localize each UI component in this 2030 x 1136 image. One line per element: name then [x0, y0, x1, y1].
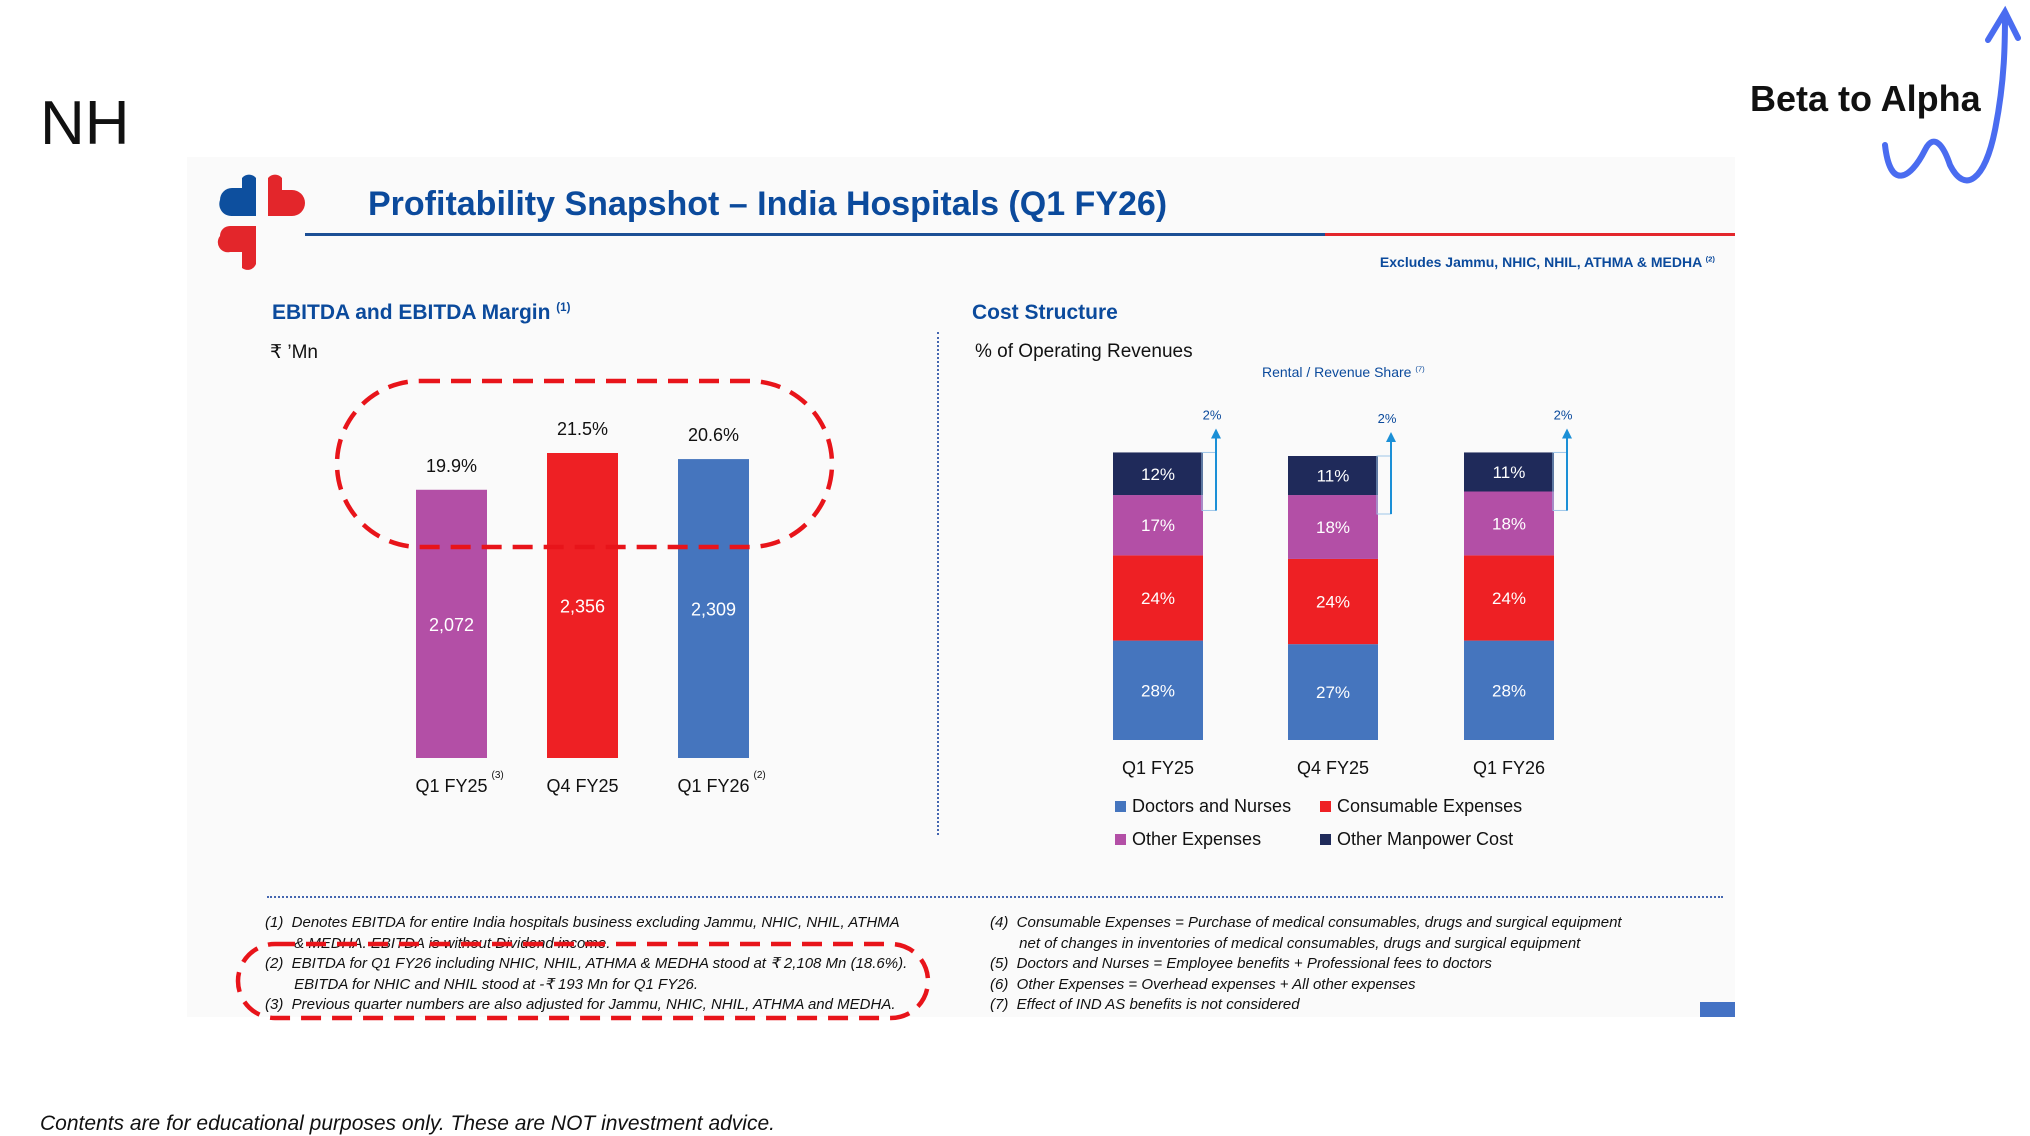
legend-item: Other Expenses [1115, 829, 1320, 850]
ebitda-category-label: Q1 FY25 [415, 776, 487, 796]
ebitda-margin-label: 20.6% [688, 425, 739, 445]
cost-segment-label: 28% [1492, 681, 1526, 700]
cost-segment [1113, 495, 1203, 556]
legend-swatch [1115, 801, 1126, 812]
rental-share-bracket [1552, 451, 1568, 511]
cost-segment [1464, 640, 1554, 740]
ebitda-heading-sup: (1) [556, 302, 571, 314]
cost-segment-label: 24% [1141, 589, 1175, 608]
rental-share-bracket [1376, 455, 1392, 515]
footnotes-left: (1) Denotes EBITDA for entire India hosp… [265, 913, 907, 1016]
section-divider [937, 332, 939, 835]
legend-label: Other Expenses [1132, 829, 1262, 849]
ebitda-heading-text: EBITDA and EBITDA Margin [272, 301, 551, 324]
ebitda-margin-label: 21.5% [557, 419, 608, 439]
ebitda-category-sup: (3) [492, 770, 504, 781]
cost-segment-label: 11% [1493, 463, 1526, 482]
excludes-sup: (2) [1705, 254, 1715, 264]
cost-segment [1113, 555, 1203, 641]
legend-label: Other Manpower Cost [1337, 829, 1514, 849]
legend-swatch [1320, 834, 1331, 845]
cost-category-label: Q1 FY26 [1473, 758, 1545, 778]
cost-heading: Cost Structure [972, 301, 1118, 324]
slide-corner-marker [1700, 1002, 1735, 1017]
cost-segment-label: 27% [1316, 683, 1350, 702]
cost-category-label: Q1 FY25 [1122, 758, 1194, 778]
legend-item: Other Manpower Cost [1320, 829, 1540, 850]
cost-segment [1464, 491, 1554, 556]
brand-label: NH [40, 89, 130, 158]
cost-segment-label: 11% [1317, 467, 1350, 486]
cost-segment [1464, 452, 1554, 492]
ebitda-value-label: 2,072 [429, 615, 474, 635]
cost-segment [1288, 644, 1378, 740]
disclaimer: Contents are for educational purposes on… [40, 1112, 775, 1135]
cost-segment-label: 18% [1316, 518, 1350, 537]
rental-share-label: 2% [1554, 407, 1573, 422]
footnote-4: (4) Consumable Expenses = Purchase of me… [990, 914, 1622, 952]
cost-segment-label: 24% [1316, 593, 1350, 612]
cost-category-label: Q4 FY25 [1297, 758, 1369, 778]
excludes-text: Excludes Jammu, NHIC, NHIL, ATHMA & MEDH… [1379, 254, 1702, 270]
ebitda-category-sup: (2) [754, 770, 766, 781]
cost-segment [1464, 555, 1554, 641]
rental-share-label: 2% [1203, 407, 1222, 422]
ebitda-category-label: Q4 FY25 [546, 776, 618, 796]
cost-segment [1113, 640, 1203, 740]
rental-label: Rental / Revenue Share (7) [1262, 364, 1425, 380]
cost-segment-label: 12% [1141, 465, 1175, 484]
cost-segment [1288, 495, 1378, 559]
ebitda-margin-label: 19.9% [426, 456, 477, 476]
footnote-divider [267, 896, 1723, 898]
excludes-note: Excludes Jammu, NHIC, NHIL, ATHMA & MEDH… [1380, 254, 1715, 270]
footnote-1: (1) Denotes EBITDA for entire India hosp… [265, 914, 900, 952]
cost-segment-label: 28% [1141, 681, 1175, 700]
cost-segment-label: 24% [1492, 589, 1526, 608]
rental-share-bracket [1201, 451, 1217, 511]
legend-swatch [1115, 834, 1126, 845]
slide-title: Profitability Snapshot – India Hospitals… [368, 185, 1168, 223]
legend-label: Doctors and Nurses [1132, 796, 1292, 816]
cost-segment-label: 17% [1141, 516, 1175, 535]
rental-label-text: Rental / Revenue Share [1262, 364, 1412, 380]
ebitda-value-label: 2,309 [691, 600, 736, 620]
legend-swatch [1320, 801, 1331, 812]
rental-share-label: 2% [1378, 411, 1397, 426]
cost-segment [1288, 456, 1378, 496]
ebitda-category-label: Q1 FY26 [677, 776, 749, 796]
rental-sup: (7) [1415, 364, 1425, 374]
legend: Doctors and Nurses Consumable Expenses Oth… [1115, 796, 1540, 850]
cost-segment [1288, 558, 1378, 645]
legend-item: Consumable Expenses [1320, 796, 1540, 817]
title-underline [305, 233, 1325, 236]
footnote-2: (2) EBITDA for Q1 FY26 including NHIC, N… [265, 955, 908, 993]
title-underline-accent [1325, 233, 1735, 236]
ebitda-unit: ₹ ’Mn [270, 342, 318, 363]
cost-segment-label: 18% [1492, 514, 1526, 533]
footnote-5: (5) Doctors and Nurses = Employee benefi… [990, 955, 1492, 972]
ebitda-heading: EBITDA and EBITDA Margin (1) [272, 301, 570, 325]
legend-item: Doctors and Nurses [1115, 796, 1320, 817]
ebitda-value-label: 2,356 [560, 597, 605, 617]
cost-subheading: % of Operating Revenues [975, 341, 1193, 362]
footnote-3: (3) Previous quarter numbers are also ad… [265, 996, 896, 1013]
footnote-6: (6) Other Expenses = Overhead expenses +… [990, 975, 1416, 993]
legend-label: Consumable Expenses [1337, 796, 1523, 816]
rental-arrow-icon [1211, 428, 1221, 439]
footnotes-right: (4) Consumable Expenses = Purchase of me… [990, 913, 1622, 1016]
cost-segment [1113, 452, 1203, 496]
footnote-7: (7) Effect of IND AS benefits is not con… [990, 996, 1300, 1013]
rental-arrow-icon [1386, 432, 1396, 442]
rental-arrow-icon [1562, 428, 1572, 439]
